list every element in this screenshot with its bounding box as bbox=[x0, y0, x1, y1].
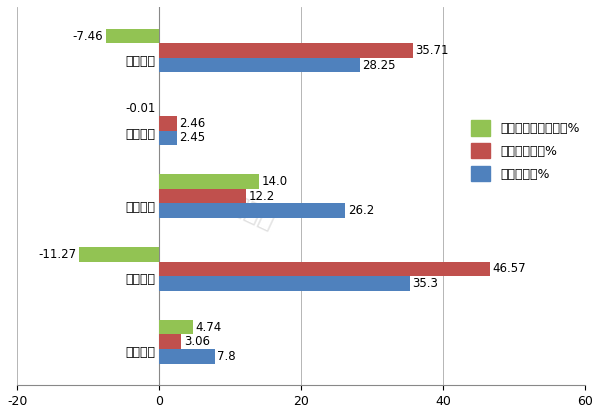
Text: 3.06: 3.06 bbox=[184, 335, 209, 348]
Bar bbox=[159, 116, 176, 131]
Bar bbox=[159, 320, 193, 334]
Text: 电动卡车观察: 电动卡车观察 bbox=[187, 174, 279, 234]
Text: 14.0: 14.0 bbox=[262, 175, 287, 188]
Bar bbox=[159, 261, 490, 276]
Text: 35.71: 35.71 bbox=[416, 44, 449, 57]
Text: 4.74: 4.74 bbox=[196, 321, 222, 334]
Bar bbox=[79, 247, 159, 261]
Text: 26.2: 26.2 bbox=[348, 204, 374, 217]
Text: 12.2: 12.2 bbox=[248, 190, 275, 203]
Text: 2.45: 2.45 bbox=[179, 132, 205, 144]
Text: 46.57: 46.57 bbox=[493, 262, 526, 276]
Text: 7.8: 7.8 bbox=[217, 350, 236, 363]
Text: -0.01: -0.01 bbox=[126, 103, 156, 115]
Text: 电动重卡: 电动重卡 bbox=[125, 55, 155, 68]
Legend: 一季度占比同比增减%, 去年同期占比%, 一季度占比%: 一季度占比同比增减%, 去年同期占比%, 一季度占比% bbox=[466, 115, 584, 186]
Text: 35.3: 35.3 bbox=[413, 277, 439, 290]
Bar bbox=[159, 43, 413, 58]
Bar bbox=[159, 174, 259, 189]
Bar bbox=[159, 189, 246, 203]
Bar bbox=[159, 349, 215, 364]
Text: -7.46: -7.46 bbox=[73, 29, 103, 43]
Text: 2.46: 2.46 bbox=[179, 117, 206, 130]
Bar bbox=[159, 334, 181, 349]
Text: 28.25: 28.25 bbox=[362, 59, 396, 72]
Bar bbox=[159, 276, 410, 291]
Text: 电动微卡: 电动微卡 bbox=[125, 200, 155, 213]
Text: 电动皮卡: 电动皮卡 bbox=[125, 346, 155, 359]
Bar bbox=[159, 203, 345, 218]
Text: -11.27: -11.27 bbox=[38, 248, 76, 261]
Bar bbox=[106, 29, 159, 43]
Bar bbox=[159, 58, 359, 73]
Text: 电动轻卡: 电动轻卡 bbox=[125, 273, 155, 286]
Text: 电动中卡: 电动中卡 bbox=[125, 128, 155, 141]
Bar bbox=[159, 131, 176, 145]
